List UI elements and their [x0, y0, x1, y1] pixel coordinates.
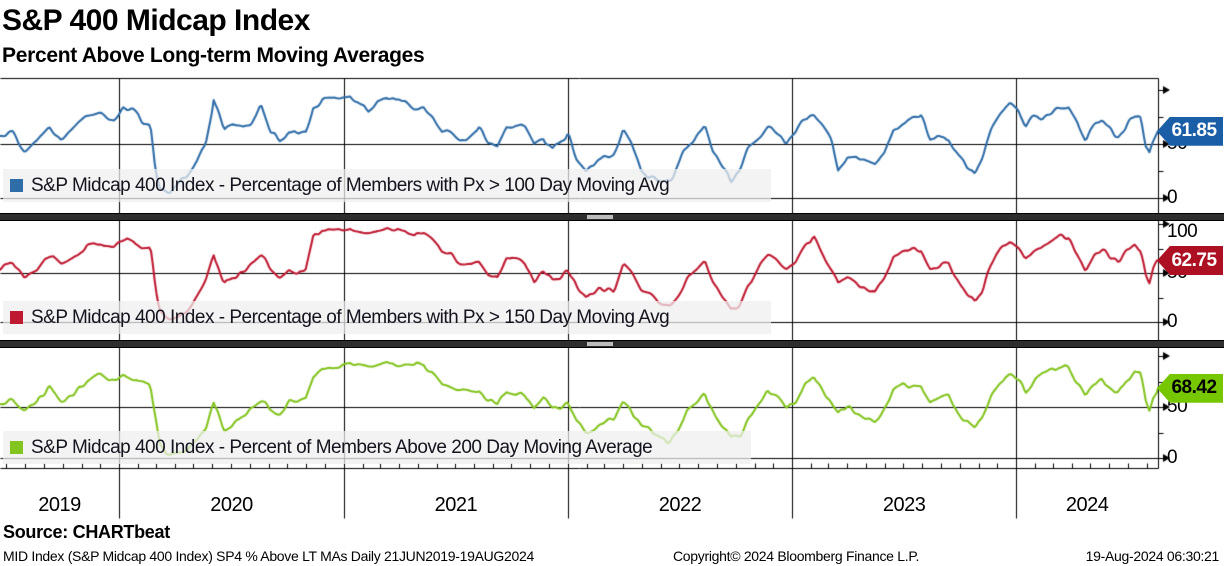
x-axis-year-2024: 2024: [1065, 494, 1109, 516]
panel-separator: [0, 340, 1224, 348]
footer-timestamp: 19-Aug-2024 06:30:21: [1085, 548, 1220, 564]
chart-title: S&P 400 Midcap Index: [2, 4, 310, 37]
x-axis-year-2021: 2021: [434, 494, 478, 516]
y-axis-label: 0: [1167, 447, 1178, 468]
legend-label: S&P Midcap 400 Index - Percent of Member…: [31, 436, 653, 458]
last-value-badge-150dma[interactable]: 62.75: [1157, 246, 1223, 275]
separator-drag-handle[interactable]: [587, 215, 613, 219]
legend-swatch-green-icon: [10, 441, 23, 454]
x-axis-year-2019: 2019: [38, 494, 81, 516]
last-value-badge-100dma[interactable]: 61.85: [1157, 116, 1223, 146]
legend-150dma[interactable]: S&P Midcap 400 Index - Percentage of Mem…: [3, 301, 771, 334]
legend-swatch-red-icon: [10, 311, 23, 324]
separator-drag-handle[interactable]: [587, 342, 613, 346]
last-value-badge-200dma[interactable]: 68.42: [1157, 373, 1223, 403]
legend-label: S&P Midcap 400 Index - Percentage of Mem…: [31, 174, 670, 196]
legend-swatch-blue-icon: [10, 179, 23, 192]
footer-security-info: MID Index (S&P Midcap 400 Index) SP4 % A…: [3, 548, 534, 564]
legend-200dma[interactable]: S&P Midcap 400 Index - Percent of Member…: [3, 431, 751, 464]
legend-label: S&P Midcap 400 Index - Percentage of Mem…: [31, 306, 670, 328]
x-axis-year-2022: 2022: [658, 494, 702, 516]
legend-100dma[interactable]: S&P Midcap 400 Index - Percentage of Mem…: [3, 169, 771, 202]
y-axis-label: 0: [1167, 311, 1178, 332]
panel-separator: [0, 213, 1224, 221]
x-axis-year-2020: 2020: [210, 494, 253, 516]
y-axis-label: 0: [1167, 187, 1178, 208]
x-axis-year-2023: 2023: [882, 494, 926, 516]
y-axis-label: 100: [1167, 221, 1198, 242]
chart-subtitle: Percent Above Long-term Moving Averages: [2, 44, 425, 67]
source-line: Source: CHARTbeat: [3, 522, 170, 542]
footer-copyright: Copyright© 2024 Bloomberg Finance L.P.: [673, 548, 920, 564]
